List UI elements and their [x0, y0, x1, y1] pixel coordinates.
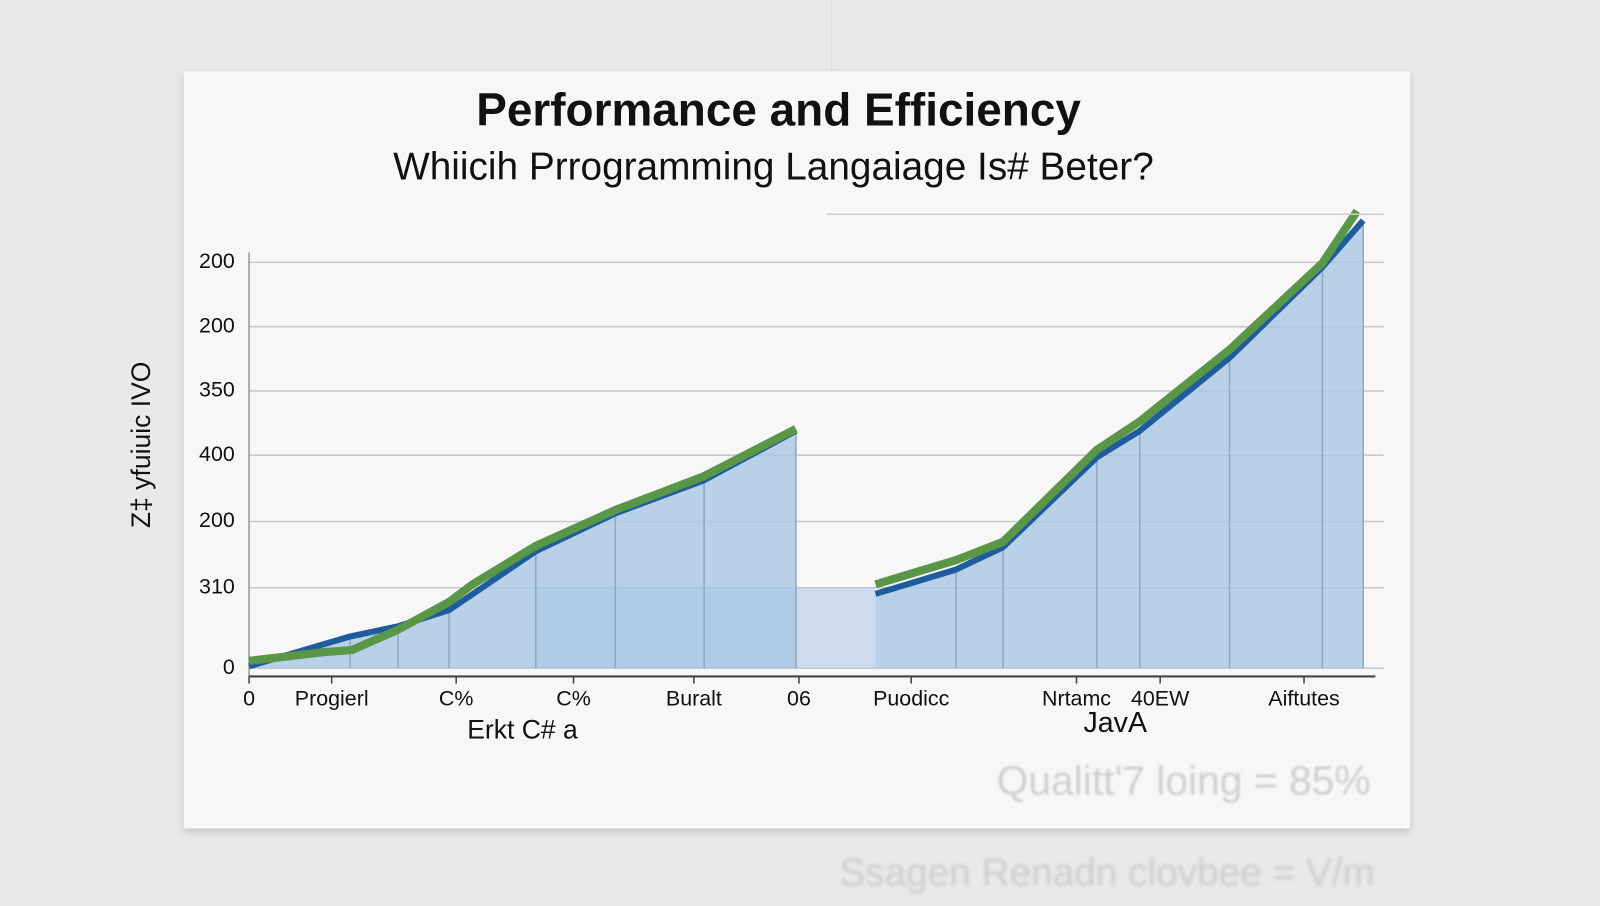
annotation: Ssagen Renadn clovbee = V/m: [839, 852, 1375, 895]
line: [874, 208, 1361, 589]
x-tick-label: Nrtamc: [1042, 687, 1111, 711]
x-tick-label: C%: [556, 687, 591, 711]
y-tick-label: 200: [199, 313, 235, 337]
area: [249, 430, 796, 669]
x-tick-label: 40EW: [1131, 687, 1190, 711]
x-tick-label: 06: [787, 687, 811, 711]
x-tick-label: C%: [439, 687, 474, 711]
x-tick-label: Aiftutes: [1268, 687, 1339, 711]
chart-title: Performance and Efficiency: [476, 83, 1081, 135]
y-tick-label: 200: [199, 508, 235, 532]
x-tick-label: Buralt: [666, 687, 722, 711]
x-tick-label: Puodicc: [873, 687, 949, 711]
y-tick-label: 400: [199, 442, 235, 466]
x-tick-label: Progierl: [295, 687, 369, 711]
annotation: Qualitt'7 loing = 85%: [997, 757, 1371, 803]
marks: [248, 208, 1366, 670]
y-tick-label: 350: [199, 378, 235, 402]
y-tick-label: 310: [199, 574, 235, 598]
y-tick-label: 0: [223, 655, 235, 679]
x-tick-label: 0: [243, 687, 255, 711]
y-axis-label: Z‡ yfuiuic IVO: [126, 362, 156, 529]
line: [248, 425, 798, 665]
y-tick-label: 200: [199, 249, 235, 273]
x-axis-label: Erkt C# a: [467, 715, 578, 745]
x-axis-label: JavA: [1084, 707, 1147, 739]
chart-subtitle: Whiicih Prrogramming Langaiage Is# Beter…: [393, 146, 1154, 189]
